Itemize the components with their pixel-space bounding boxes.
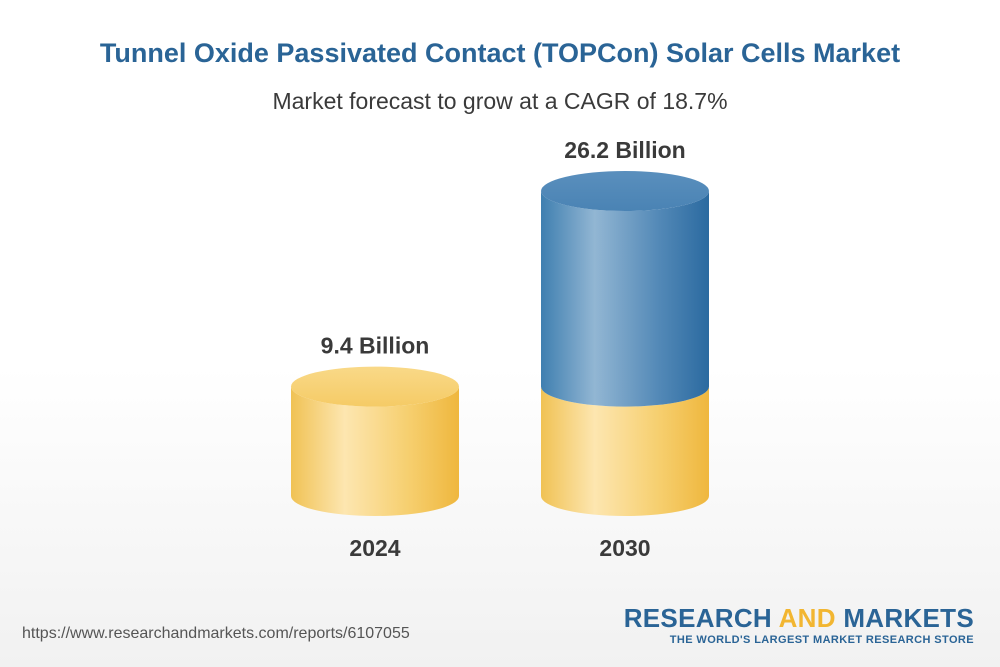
bar-top-cap-2024 [291, 366, 459, 407]
chart-title: Tunnel Oxide Passivated Contact (TOPCon)… [99, 38, 901, 68]
bar-base-segment-2030 [541, 386, 709, 516]
logo-word-markets: MARKETS [843, 603, 974, 633]
research-and-markets-logo: RESEARCH AND MARKETS THE WORLD'S LARGEST… [624, 604, 974, 646]
bar-top-cap-2030 [541, 171, 709, 211]
logo-word-research: RESEARCH [623, 603, 773, 633]
source-url[interactable]: https://www.researchandmarkets.com/repor… [22, 625, 410, 642]
category-label-2024: 2024 [349, 535, 400, 561]
logo-wordmark: RESEARCH AND MARKETS [624, 604, 974, 632]
category-label-2030: 2030 [599, 535, 650, 561]
value-label-2030: 26.2 Billion [564, 137, 685, 163]
bar-base-segment-2024 [291, 386, 459, 516]
logo-tagline: THE WORLD'S LARGEST MARKET RESEARCH STOR… [669, 634, 974, 646]
logo-word-and: AND [778, 603, 836, 633]
chart-subtitle: Market forecast to grow at a CAGR of 18.… [272, 88, 728, 114]
value-label-2024: 9.4 Billion [321, 333, 430, 359]
bar-growth-segment-2030 [541, 191, 709, 407]
